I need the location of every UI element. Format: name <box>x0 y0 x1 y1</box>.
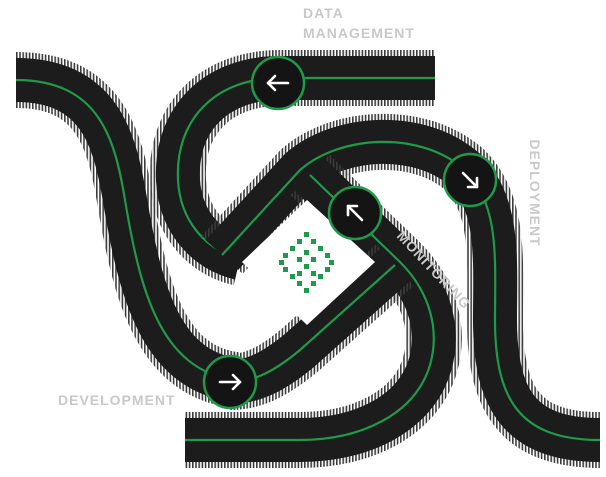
center-diamond <box>242 200 375 325</box>
data-management-label: DATA MANAGEMENT <box>303 3 415 43</box>
road-development <box>14 52 241 408</box>
arrow-down-right-icon <box>461 171 479 189</box>
development-label: DEVELOPMENT <box>58 392 176 408</box>
data-management-label-line2: MANAGEMENT <box>303 25 415 41</box>
road-data-management <box>149 50 435 286</box>
deployment-label: DEPLOYMENT <box>527 139 543 247</box>
arrow-left-icon <box>266 74 290 92</box>
road-deployment <box>201 113 601 468</box>
arrow-right-badge[interactable] <box>202 354 258 410</box>
arrow-left-badge[interactable] <box>250 55 306 111</box>
arrow-up-left-badge[interactable] <box>327 185 383 241</box>
arrow-up-left-icon <box>346 204 364 222</box>
arrow-down-right-badge[interactable] <box>442 152 498 208</box>
data-management-label-line1: DATA <box>303 5 344 21</box>
road-monitoring <box>185 154 462 468</box>
arrow-right-icon <box>218 373 242 391</box>
pixel-logo-icon <box>279 232 334 293</box>
